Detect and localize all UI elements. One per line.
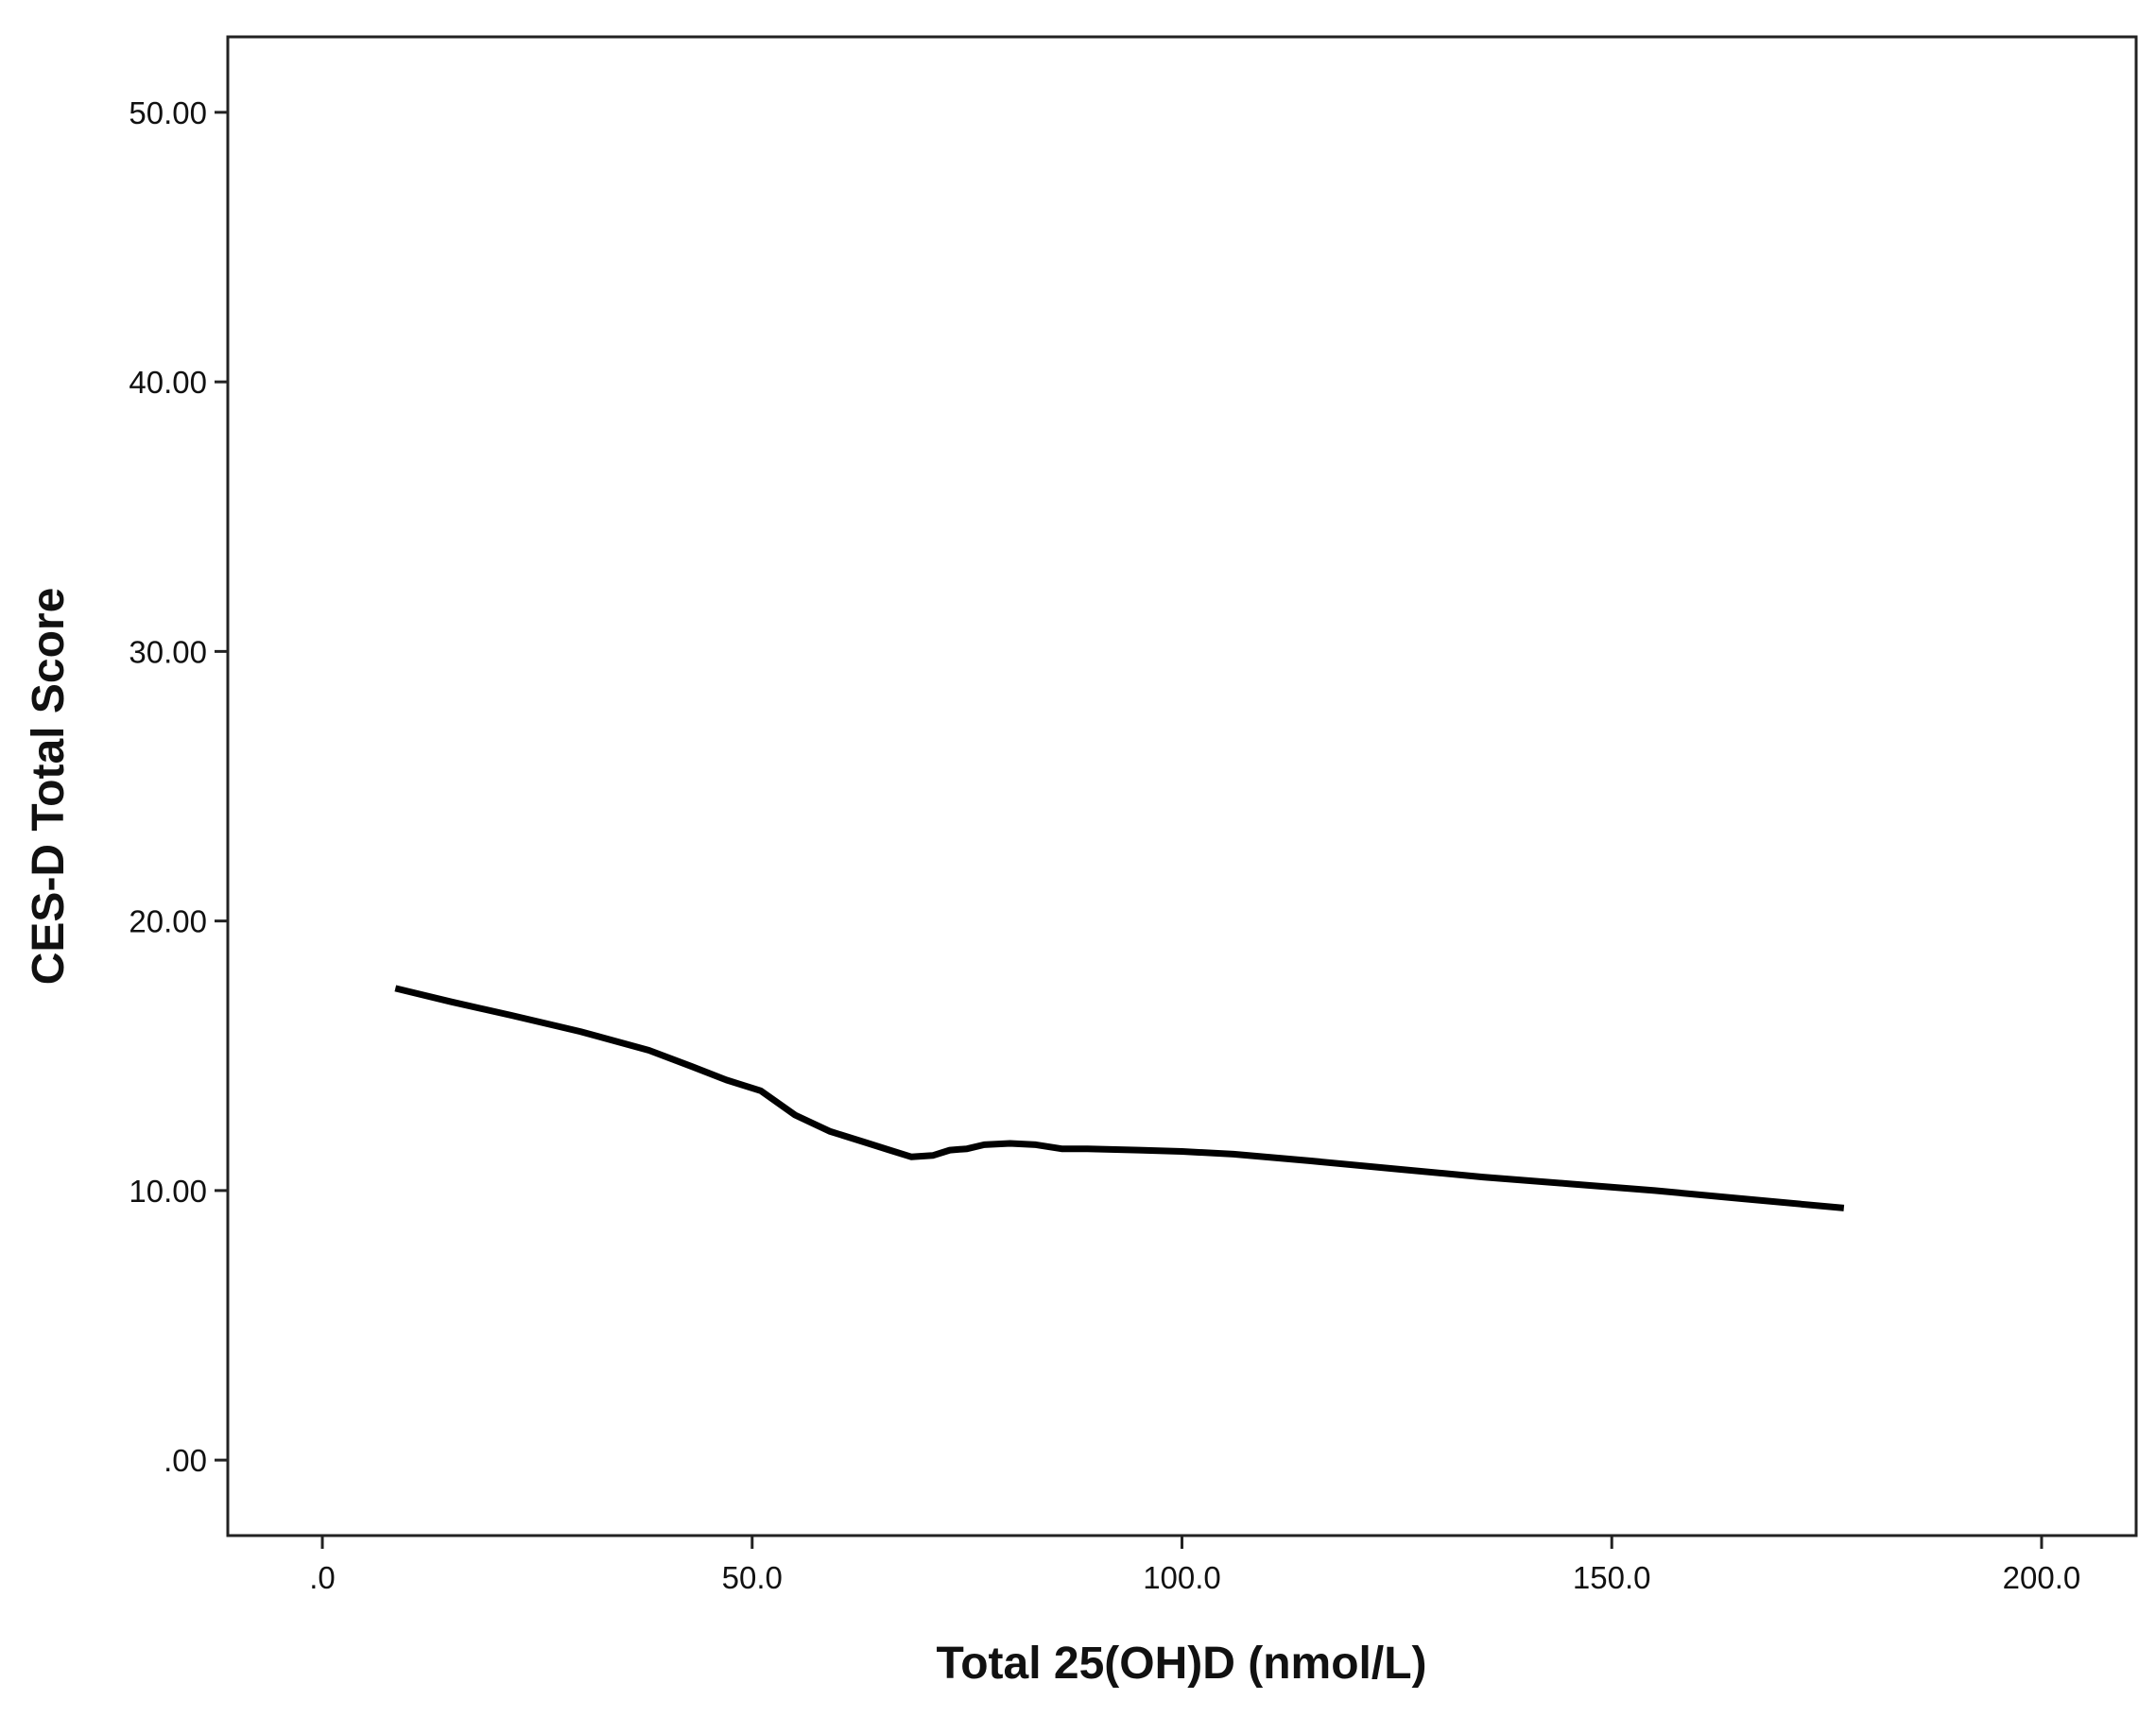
x-axis-ticks: .0 50.0 100.0 150.0 200.0 [309, 1536, 2080, 1595]
series-line [394, 985, 1845, 1211]
y-tick-label: 40.00 [129, 365, 207, 400]
x-tick-label: 200.0 [2003, 1560, 2081, 1595]
series-layer [394, 985, 1845, 1211]
x-tick-label: 150.0 [1573, 1560, 1651, 1595]
y-tick-label: 50.00 [129, 95, 207, 130]
y-tick-label: .00 [164, 1443, 207, 1478]
x-tick-label: 50.0 [722, 1560, 783, 1595]
x-tick-label: .0 [309, 1560, 336, 1595]
y-tick-label: 10.00 [129, 1174, 207, 1209]
y-tick-label: 30.00 [129, 634, 207, 669]
y-axis-ticks: .00 10.00 20.00 30.00 40.00 50.00 [129, 95, 228, 1478]
y-axis-title: CES-D Total Score [24, 588, 74, 986]
x-tick-label: 100.0 [1143, 1560, 1221, 1595]
x-axis-title: Total 25(OH)D (nmol/L) [936, 1639, 1426, 1689]
y-tick-label: 20.00 [129, 904, 207, 939]
